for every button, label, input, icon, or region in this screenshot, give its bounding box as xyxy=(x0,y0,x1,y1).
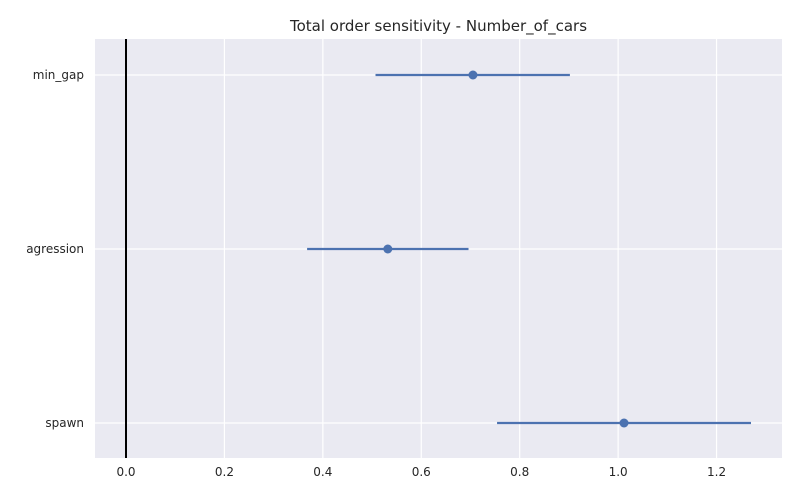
point-spawn xyxy=(619,418,629,428)
x-tick-label-3: 0.6 xyxy=(412,465,431,479)
x-tick-label-2: 0.4 xyxy=(313,465,332,479)
data-marks xyxy=(307,70,751,428)
x-tick-label-6: 1.2 xyxy=(707,465,726,479)
chart-title: Total order sensitivity - Number_of_cars xyxy=(289,17,587,36)
y-tick-label-spawn: spawn xyxy=(45,416,84,430)
y-tick-label-min_gap: min_gap xyxy=(33,68,84,82)
x-tick-label-5: 1.0 xyxy=(609,465,628,479)
point-min_gap xyxy=(468,70,478,80)
y-tick-labels: min_gap agression spawn xyxy=(26,68,84,430)
point-agression xyxy=(383,244,393,254)
y-tick-label-agression: agression xyxy=(26,242,84,256)
x-tick-labels: 0.0 0.2 0.4 0.6 0.8 1.0 1.2 xyxy=(116,465,726,479)
x-tick-label-1: 0.2 xyxy=(215,465,234,479)
x-tick-label-0: 0.0 xyxy=(116,465,135,479)
x-tick-label-4: 0.8 xyxy=(510,465,529,479)
